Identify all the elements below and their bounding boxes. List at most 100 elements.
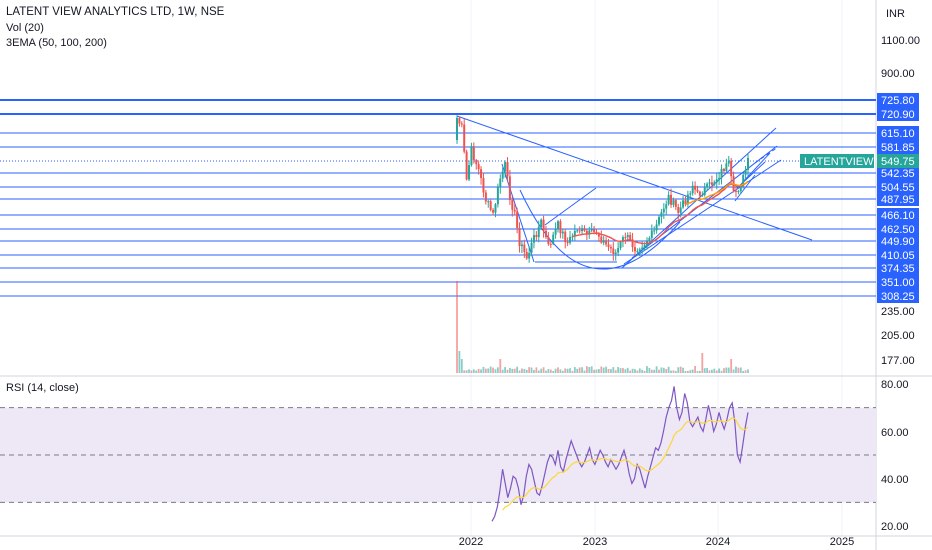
candle-body xyxy=(487,201,490,203)
volume-bar xyxy=(682,367,684,373)
level-badge xyxy=(877,234,919,248)
volume-bar xyxy=(631,368,634,373)
level-badge-label: 542.35 xyxy=(881,168,915,180)
volume-bar xyxy=(617,367,620,373)
volume-bar xyxy=(463,370,466,373)
ema-indicator-label[interactable]: 3EMA (50, 100, 200) xyxy=(6,37,107,49)
volume-bar xyxy=(496,367,499,373)
candle-body xyxy=(597,233,600,237)
volume-bar xyxy=(456,281,458,373)
level-badge-label: 720.90 xyxy=(881,109,915,121)
rsi-indicator-label[interactable]: RSI (14, close) xyxy=(6,382,79,394)
level-badge xyxy=(877,289,919,303)
volume-bar xyxy=(686,370,689,373)
symbol-badge xyxy=(800,154,874,168)
candle-body xyxy=(456,117,458,140)
volume-bar xyxy=(600,366,603,373)
volume-bar xyxy=(593,369,595,373)
volume-bar xyxy=(638,368,641,373)
time-tick-label: 2022 xyxy=(459,536,483,548)
candle-body xyxy=(554,229,557,235)
level-badge-label: 410.05 xyxy=(881,250,915,262)
time-tick-label: 2023 xyxy=(583,536,607,548)
price-axis[interactable]: 1100.00 900.00 235.00 205.00 177.00 725.80 720… xyxy=(800,35,920,533)
volume-bar xyxy=(468,369,470,373)
candle-body xyxy=(742,174,745,187)
candle-body xyxy=(552,234,555,244)
volume-bar xyxy=(672,370,675,373)
trendline xyxy=(734,174,756,202)
level-badge xyxy=(877,261,919,275)
candle-body xyxy=(612,248,615,255)
volume-bar xyxy=(708,370,711,373)
volume-bar xyxy=(537,370,540,373)
ema-50-line xyxy=(572,180,749,245)
level-badge xyxy=(877,93,919,107)
time-tick-label: 2024 xyxy=(706,536,730,548)
rsi-ma-line xyxy=(502,417,749,511)
candle-body xyxy=(672,200,675,205)
candle-body xyxy=(614,252,617,255)
candle-body xyxy=(653,230,656,232)
volume-bar xyxy=(730,359,733,373)
volume-bar xyxy=(578,367,581,373)
candle-body xyxy=(713,182,716,185)
currency-label[interactable]: INR xyxy=(886,8,905,20)
candle-body xyxy=(549,243,552,245)
volume-bar xyxy=(475,370,478,373)
candle-body xyxy=(489,201,492,210)
last-price-badge xyxy=(877,154,919,168)
candle-body xyxy=(715,179,718,183)
candle-body xyxy=(571,236,574,238)
candle-body xyxy=(660,212,663,217)
candle-body xyxy=(566,241,569,243)
volume-bar xyxy=(542,367,545,373)
volume-indicator-label[interactable]: Vol (20) xyxy=(6,22,44,34)
volume-bar xyxy=(701,353,704,373)
rsi-background-band xyxy=(0,407,876,503)
volume-bar xyxy=(648,367,651,373)
candle-body xyxy=(619,241,622,248)
candle-body xyxy=(633,247,636,252)
volume-bar xyxy=(585,366,588,373)
level-badge-label: 308.25 xyxy=(881,291,915,303)
candle-body xyxy=(465,151,468,180)
volume-bar xyxy=(689,370,692,373)
volume-bar xyxy=(744,370,747,373)
volume-bar xyxy=(509,367,511,373)
volume-bar xyxy=(523,368,526,373)
volume-bar xyxy=(530,367,533,373)
volume-bar xyxy=(561,370,564,373)
level-badge-label: 374.35 xyxy=(881,263,915,275)
candle-body xyxy=(506,162,509,177)
volume-bar xyxy=(576,368,579,373)
cup-curve xyxy=(519,189,681,270)
candle-body xyxy=(739,186,742,191)
candle-body xyxy=(513,209,516,212)
candle-body xyxy=(458,117,461,124)
horizontal-levels[interactable] xyxy=(0,99,876,297)
volume-bar xyxy=(614,370,617,373)
candle-body xyxy=(665,204,668,209)
volume-bar xyxy=(677,367,680,373)
trendline xyxy=(741,152,771,184)
time-axis[interactable]: 2022 2023 2024 2025 xyxy=(459,536,854,548)
candle-body xyxy=(650,230,653,238)
candle-body xyxy=(463,124,466,152)
level-badge-label: 487.95 xyxy=(881,194,915,206)
candle-body xyxy=(475,160,478,165)
volume-bar xyxy=(658,369,660,373)
volume-bar xyxy=(624,369,627,373)
level-badge xyxy=(877,107,919,121)
volume-bar xyxy=(713,368,716,373)
candle-body xyxy=(725,163,728,171)
candle-body xyxy=(564,231,567,242)
volume-bars xyxy=(456,281,749,373)
candle-body xyxy=(590,229,593,231)
candle-body xyxy=(703,187,706,196)
level-badge-label: 462.50 xyxy=(881,224,915,236)
price-tick-label: 1100.00 xyxy=(881,35,920,47)
volume-bar xyxy=(480,369,482,373)
volume-bar xyxy=(588,367,591,373)
